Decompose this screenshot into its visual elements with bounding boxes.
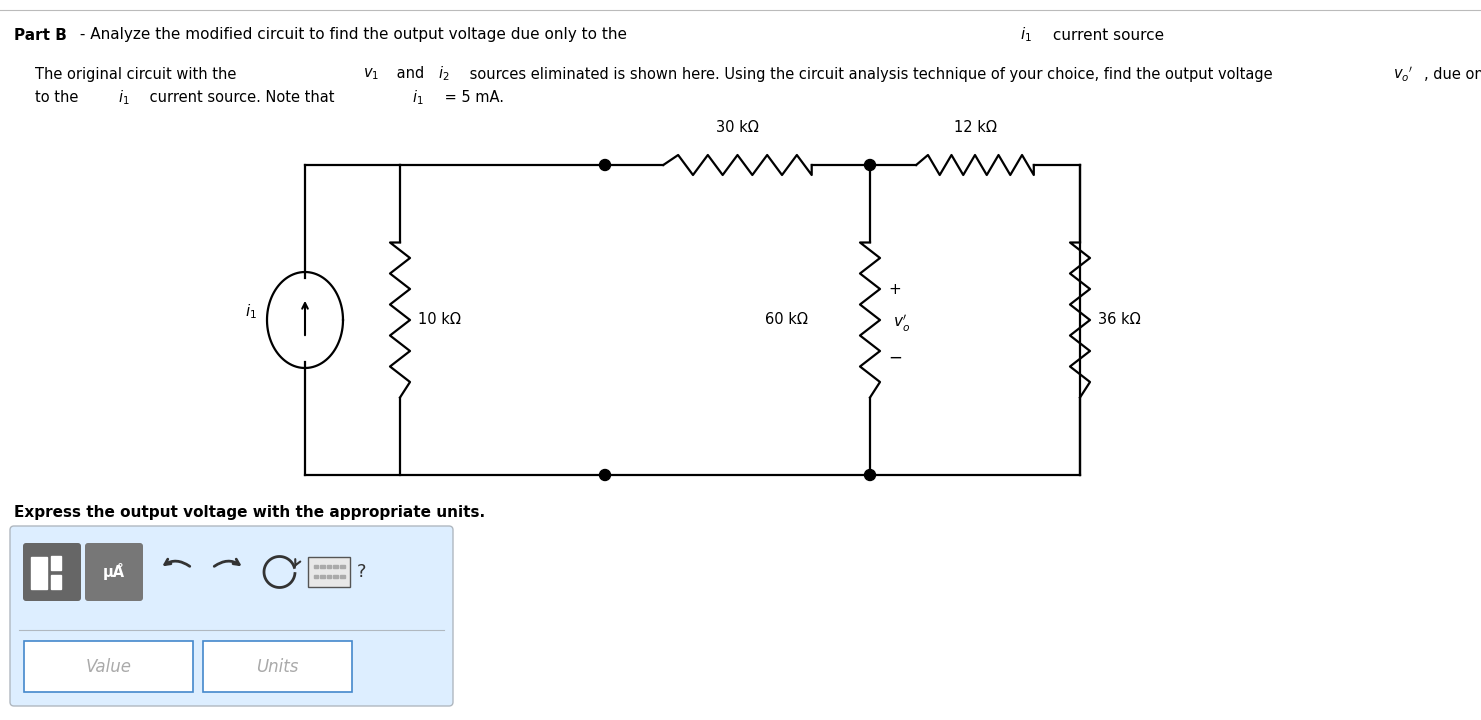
Text: Units: Units xyxy=(256,657,299,675)
Text: and: and xyxy=(392,66,429,81)
Circle shape xyxy=(865,469,875,480)
Bar xyxy=(341,564,345,568)
Bar xyxy=(327,564,332,568)
FancyBboxPatch shape xyxy=(203,641,352,692)
Text: 12 kΩ: 12 kΩ xyxy=(954,120,997,135)
Text: current source: current source xyxy=(1049,27,1164,42)
FancyBboxPatch shape xyxy=(24,641,193,692)
Bar xyxy=(31,557,47,589)
Bar xyxy=(50,556,61,570)
Bar xyxy=(333,575,338,578)
Bar xyxy=(314,564,318,568)
Bar xyxy=(333,564,338,568)
Bar xyxy=(327,575,332,578)
Text: 36 kΩ: 36 kΩ xyxy=(1097,312,1140,328)
Text: μÅ: μÅ xyxy=(104,564,124,580)
Text: The original circuit with the: The original circuit with the xyxy=(36,66,241,81)
Text: 30 kΩ: 30 kΩ xyxy=(717,120,758,135)
Bar xyxy=(314,575,318,578)
Text: Express the output voltage with the appropriate units.: Express the output voltage with the appr… xyxy=(13,505,486,520)
Text: current source. Note that: current source. Note that xyxy=(145,91,339,106)
Bar xyxy=(320,564,324,568)
Text: −: − xyxy=(889,349,902,367)
Text: Part B: Part B xyxy=(13,27,67,42)
Text: ?: ? xyxy=(357,563,366,581)
Bar xyxy=(50,575,61,589)
Text: $i_1$: $i_1$ xyxy=(412,89,424,107)
Text: $v_1$: $v_1$ xyxy=(363,66,379,82)
Text: $i_1$: $i_1$ xyxy=(1020,26,1032,45)
Text: $i_2$: $i_2$ xyxy=(438,65,449,84)
FancyBboxPatch shape xyxy=(24,543,81,601)
Text: - Analyze the modified circuit to find the output voltage due only to the: - Analyze the modified circuit to find t… xyxy=(76,27,632,42)
Text: to the: to the xyxy=(36,91,83,106)
Text: $v_o'$: $v_o'$ xyxy=(893,312,909,333)
Text: +: + xyxy=(889,282,900,297)
Text: Value: Value xyxy=(86,657,132,675)
Text: sources eliminated is shown here. Using the circuit analysis technique of your c: sources eliminated is shown here. Using … xyxy=(465,66,1277,81)
Bar xyxy=(320,575,324,578)
Circle shape xyxy=(600,469,610,480)
Text: = 5 mA.: = 5 mA. xyxy=(440,91,504,106)
Bar xyxy=(341,575,345,578)
Text: 10 kΩ: 10 kΩ xyxy=(418,312,461,328)
FancyBboxPatch shape xyxy=(308,557,350,587)
Text: $v_o{}'$: $v_o{}'$ xyxy=(1394,64,1413,84)
Text: 60 kΩ: 60 kΩ xyxy=(766,312,809,328)
Circle shape xyxy=(600,160,610,171)
Circle shape xyxy=(865,160,875,171)
FancyBboxPatch shape xyxy=(10,526,453,706)
Text: $i_1$: $i_1$ xyxy=(244,302,258,321)
FancyBboxPatch shape xyxy=(84,543,144,601)
Text: , due only: , due only xyxy=(1425,66,1481,81)
Text: $i_1$: $i_1$ xyxy=(118,89,129,107)
